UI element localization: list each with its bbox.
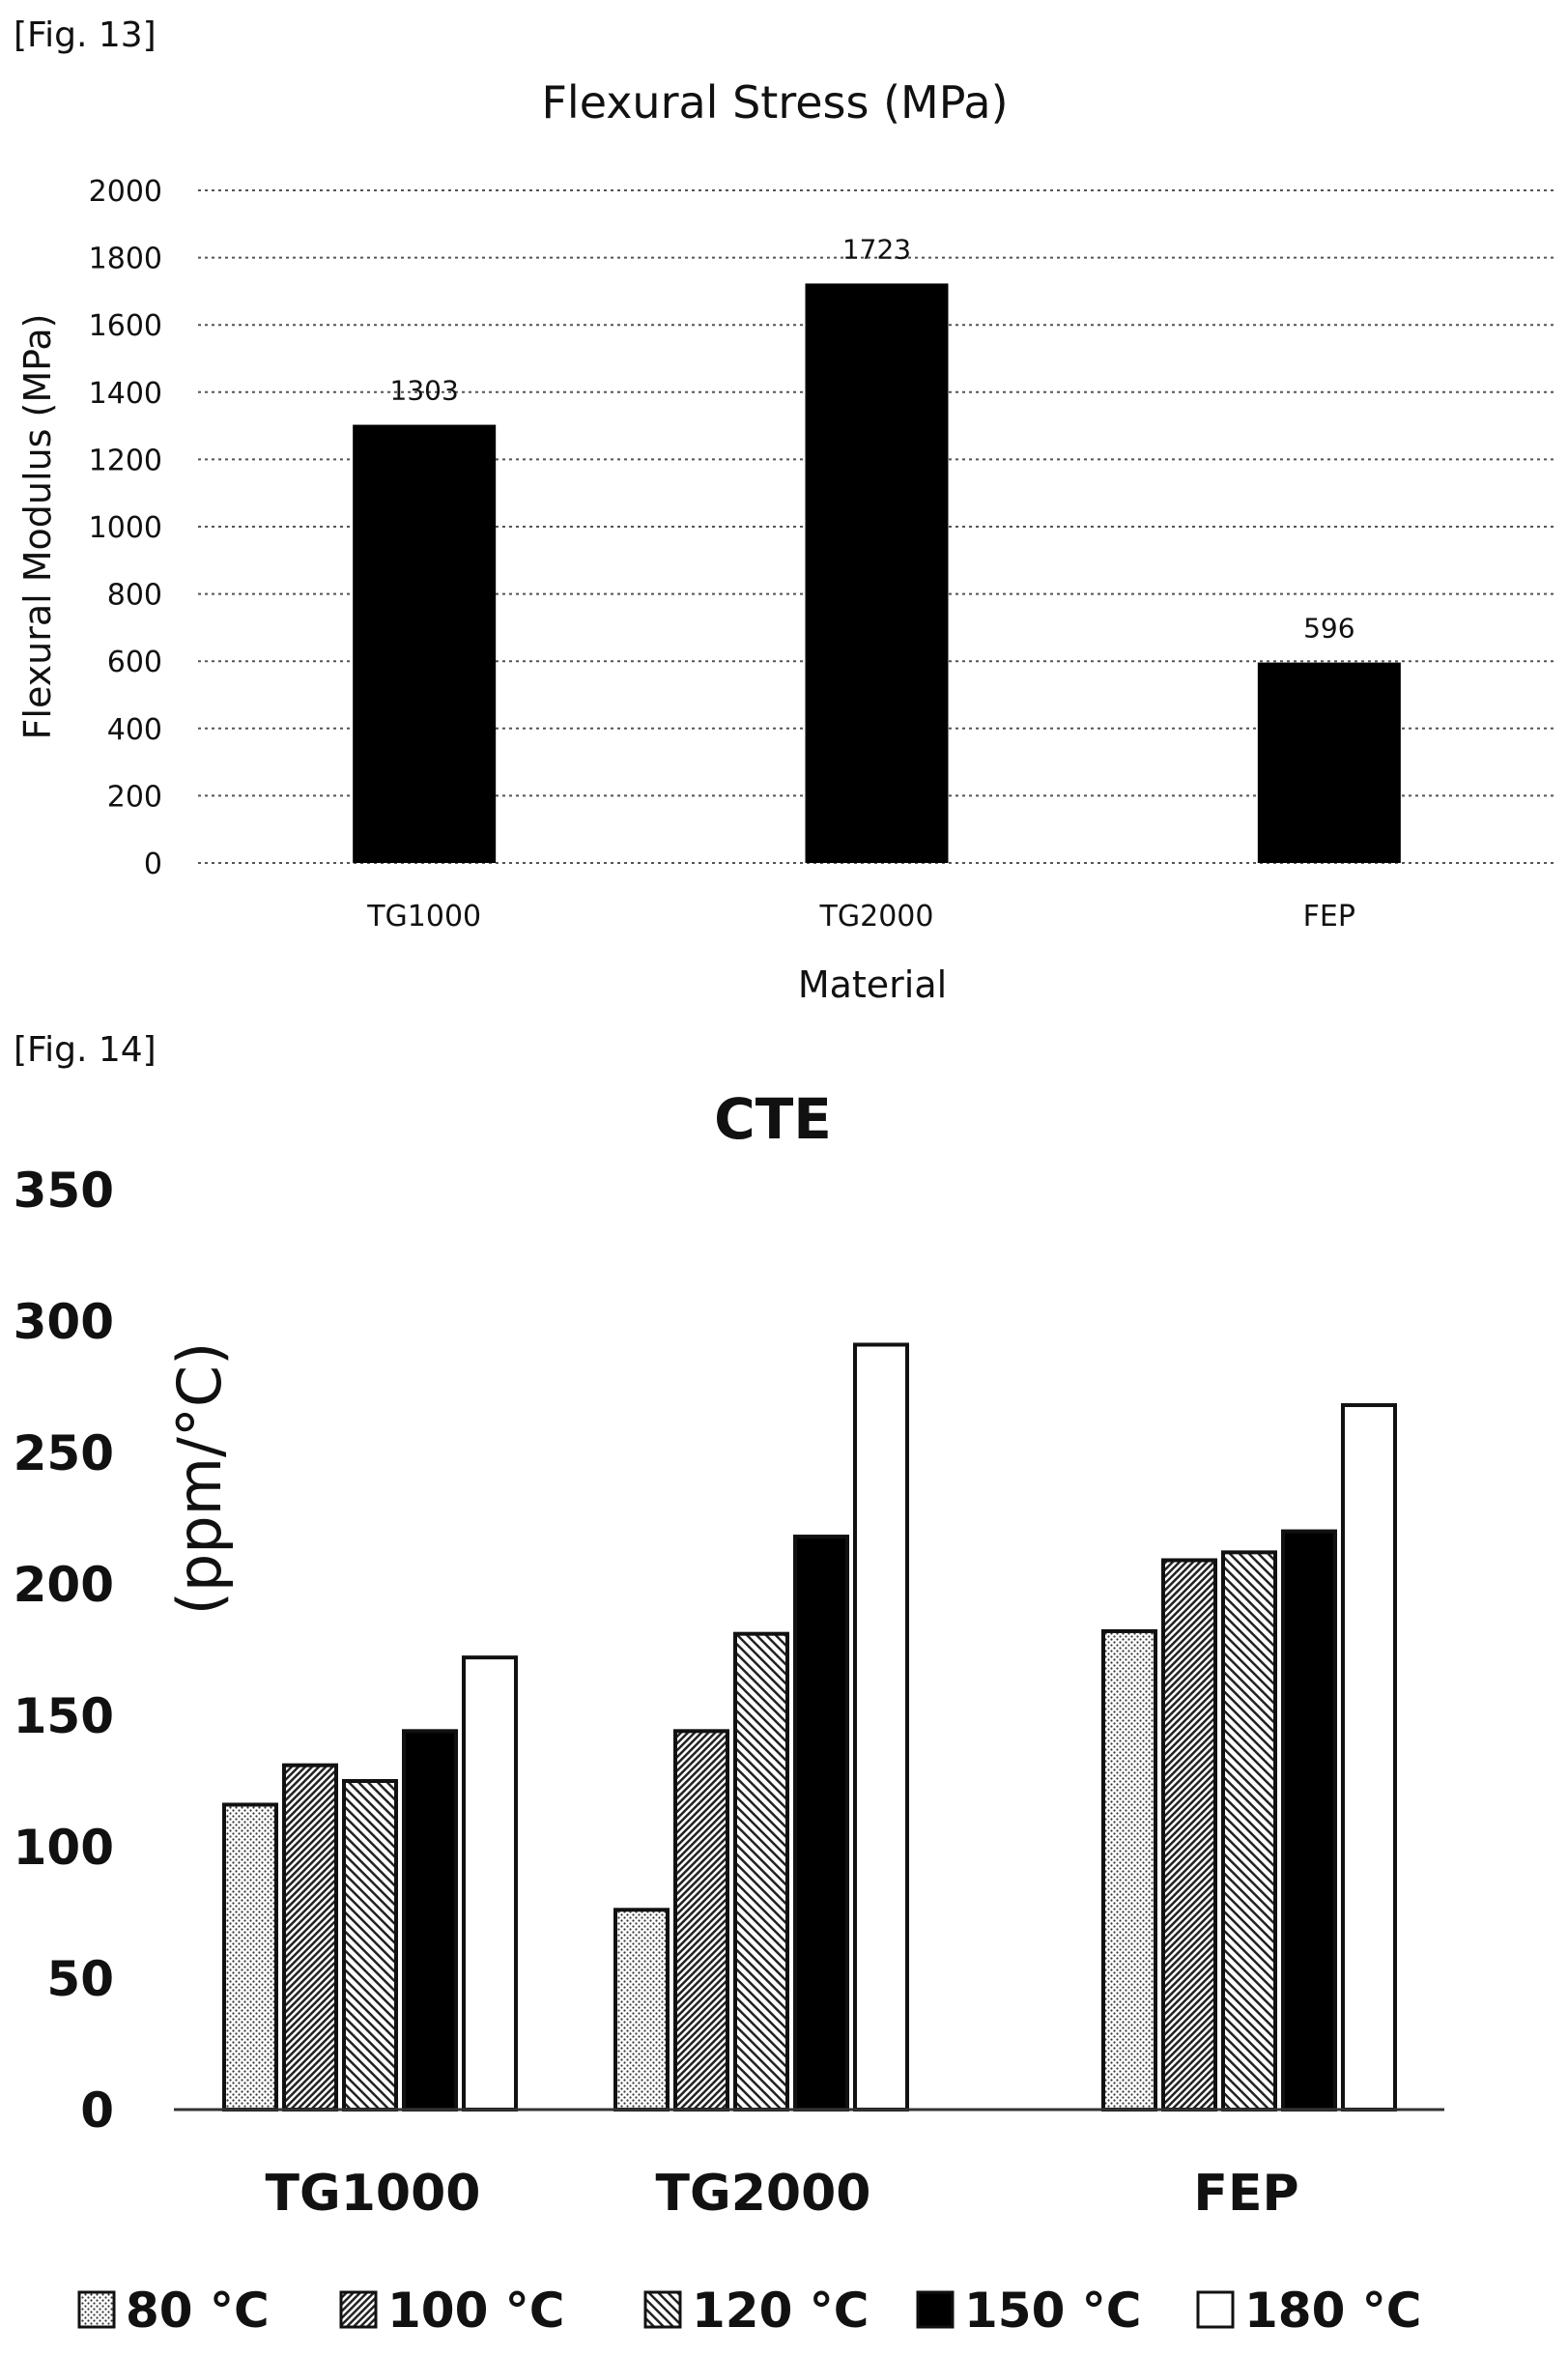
y-axis-label: (ppm/°C)	[164, 1342, 235, 1616]
y-tick-label: 1200	[89, 444, 162, 477]
fig13-label: [Fig. 13]	[14, 15, 157, 55]
legend-item: 150 °C	[916, 2283, 1141, 2339]
y-tick-label: 2000	[89, 175, 162, 209]
legend-swatch	[916, 2290, 955, 2329]
bar	[793, 1535, 849, 2112]
bar	[282, 1763, 338, 2112]
data-labels: 1303 1723 596	[390, 233, 1355, 644]
x-tick-label: TG2000	[819, 900, 934, 934]
legend-label: 180 °C	[1244, 2283, 1421, 2339]
bar	[1257, 662, 1401, 863]
data-label: 1303	[390, 375, 459, 407]
bar	[462, 1655, 518, 2112]
bar	[853, 1342, 909, 2112]
data-label: 596	[1303, 613, 1354, 645]
legend: 80 °C 100 °C 120 °C 150 °C 180 °C	[77, 2283, 1421, 2339]
y-tick-label: 1800	[89, 243, 162, 276]
y-axis-label: Flexural Modulus (MPa)	[16, 314, 59, 740]
y-tick-label: 1400	[89, 377, 162, 411]
x-tick-label: TG1000	[366, 900, 481, 934]
legend-swatch	[643, 2290, 682, 2329]
flexural-chart: Flexural Stress (MPa) 0 200 400 600 800 1000 1…	[16, 76, 1555, 1006]
y-tick-label: 800	[107, 579, 162, 613]
bar	[1221, 1550, 1277, 2112]
bar	[673, 1729, 729, 2112]
y-tick-label: 250	[14, 1425, 114, 1481]
x-tick-labels: TG1000 TG2000 FEP	[266, 2165, 1299, 2223]
chart-title: Flexural Stress (MPa)	[541, 76, 1008, 129]
y-tick-label: 50	[46, 1951, 114, 2007]
y-tick-label: 600	[107, 646, 162, 679]
bar	[733, 1631, 789, 2112]
bar	[222, 1802, 278, 2112]
x-tick-label: FEP	[1193, 2165, 1298, 2223]
bar	[1161, 1558, 1217, 2112]
legend-swatch	[339, 2290, 378, 2329]
x-tick-labels: TG1000 TG2000 FEP	[366, 900, 1355, 934]
legend-label: 150 °C	[964, 2283, 1141, 2339]
y-tick-label: 350	[14, 1163, 114, 1219]
legend-label: 80 °C	[126, 2283, 270, 2339]
fig14-label: [Fig. 14]	[14, 1030, 157, 1070]
legend-label: 120 °C	[692, 2283, 869, 2339]
y-tick-label: 0	[144, 848, 162, 881]
bars	[222, 1342, 1397, 2112]
bars	[353, 283, 1401, 863]
y-tick-labels: 0 50 100 150 200 250 300 350	[14, 1163, 114, 2139]
legend-item: 100 °C	[339, 2283, 564, 2339]
bar	[1281, 1529, 1337, 2112]
bar	[613, 1908, 670, 2112]
y-tick-label: 400	[107, 713, 162, 747]
bar	[805, 283, 949, 863]
x-axis-label: Material	[798, 963, 947, 1006]
legend-item: 80 °C	[77, 2283, 270, 2339]
bar	[353, 424, 497, 863]
x-tick-label: TG2000	[656, 2165, 871, 2223]
bar	[402, 1729, 458, 2112]
y-tick-label: 200	[107, 780, 162, 814]
legend-item: 180 °C	[1196, 2283, 1421, 2339]
y-tick-label: 100	[14, 1820, 114, 1876]
x-tick-label: TG1000	[266, 2165, 481, 2223]
y-tick-labels: 0 200 400 600 800 1000 1200 1400 1600 1800 2000	[89, 175, 162, 881]
y-tick-label: 1600	[89, 309, 162, 343]
legend-swatch	[77, 2290, 116, 2329]
legend-label: 100 °C	[387, 2283, 564, 2339]
bar	[342, 1779, 398, 2112]
legend-swatch	[1196, 2290, 1235, 2329]
bar	[1101, 1628, 1157, 2112]
legend-item: 120 °C	[643, 2283, 869, 2339]
x-tick-label: FEP	[1303, 900, 1355, 934]
y-tick-label: 200	[14, 1557, 114, 1613]
chart-title: CTE	[714, 1086, 832, 1152]
y-tick-label: 300	[14, 1294, 114, 1350]
data-label: 1723	[842, 233, 911, 265]
y-tick-label: 1000	[89, 511, 162, 545]
y-tick-label: 150	[14, 1688, 114, 1744]
y-tick-label: 0	[80, 2083, 114, 2139]
bar	[1341, 1403, 1397, 2112]
cte-chart: CTE 0 50 100 150 200 250 300 350 (ppm/°C) TG100…	[14, 1086, 1444, 2339]
